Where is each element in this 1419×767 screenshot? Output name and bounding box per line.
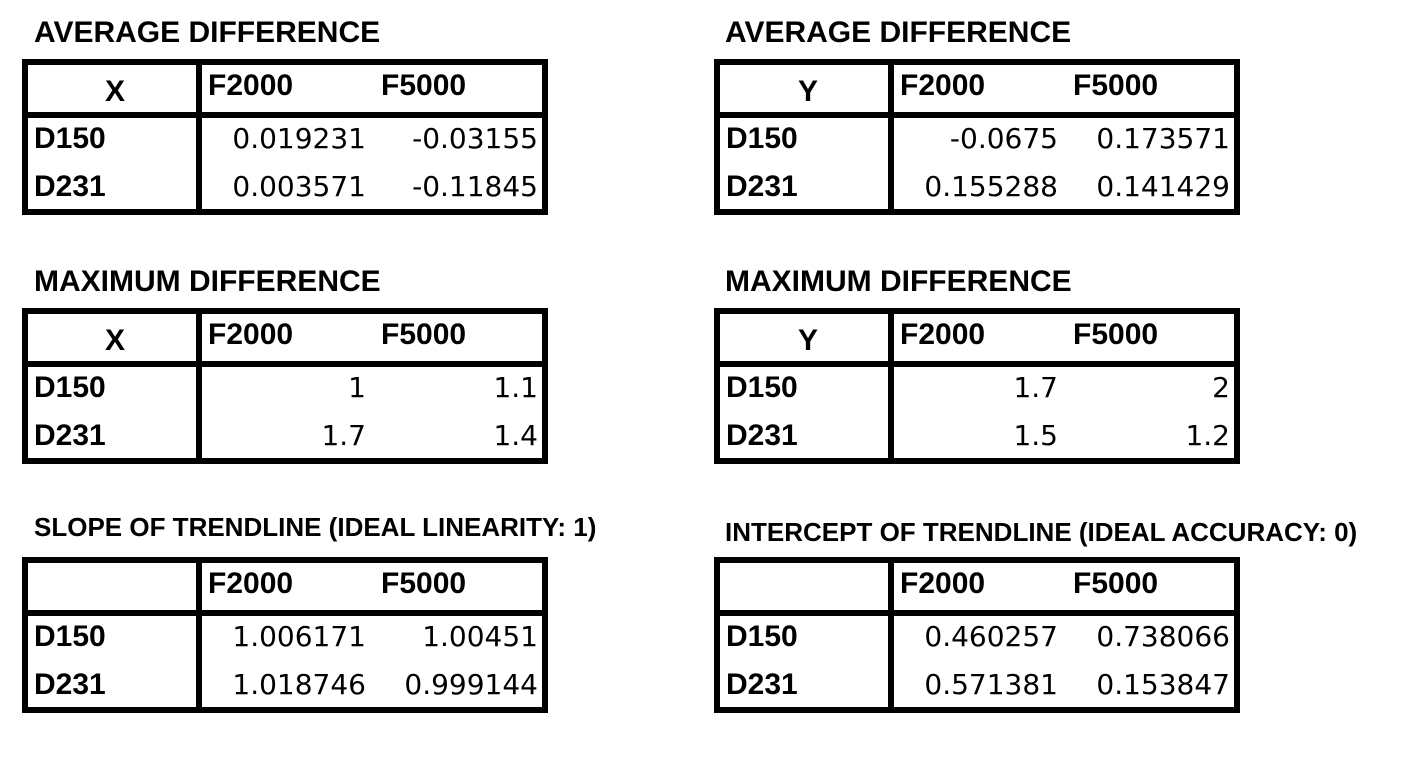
- panel-title: AVERAGE DIFFERENCE: [34, 16, 381, 49]
- table-cell: -0.03155: [412, 122, 538, 155]
- corner-label: Y: [798, 324, 819, 357]
- table-cell: -0.0675: [949, 122, 1058, 155]
- table-cell: 0.153847: [1096, 668, 1230, 701]
- data-table: F2000 F5000 D150 D231 1.006171 1.00451 1…: [22, 557, 548, 713]
- panel-title: MAXIMUM DIFFERENCE: [725, 265, 1072, 298]
- table-cell: 0.460257: [924, 620, 1058, 653]
- table-cell: 1.2: [1185, 419, 1230, 452]
- row-label-d231: D231: [726, 668, 798, 701]
- panel-title: INTERCEPT OF TRENDLINE (IDEAL ACCURACY: …: [725, 517, 1358, 547]
- row-label-d150: D150: [34, 620, 106, 653]
- column-header-f5000: F5000: [381, 69, 467, 102]
- table-cell: 0.155288: [924, 170, 1058, 203]
- table-cell: 0.738066: [1096, 620, 1230, 653]
- column-header-f5000: F5000: [1073, 318, 1159, 351]
- row-label-d231: D231: [34, 170, 106, 203]
- corner-label: X: [105, 75, 126, 108]
- panel-title: SLOPE OF TRENDLINE (IDEAL LINEARITY: 1): [34, 512, 597, 542]
- column-header-f5000: F5000: [381, 567, 467, 600]
- table-cell: 1.7: [1013, 371, 1058, 404]
- data-table: Y F2000 F5000 D150 D231 -0.0675 0.173571…: [714, 59, 1240, 215]
- table-cell: 0.999144: [404, 668, 538, 701]
- row-label-d231: D231: [34, 419, 106, 452]
- row-label-d231: D231: [726, 419, 798, 452]
- data-table: F2000 F5000 D150 D231 0.460257 0.738066 …: [714, 557, 1240, 713]
- data-table: X F2000 F5000 D150 D231 1 1.1 1.7 1.4: [22, 308, 548, 464]
- row-label-d231: D231: [34, 668, 106, 701]
- row-label-d150: D150: [34, 122, 106, 155]
- data-table: X F2000 F5000 D150 D231 0.019231 -0.0315…: [22, 59, 548, 215]
- table-cell: 0.141429: [1096, 170, 1230, 203]
- table-cell: 0.173571: [1096, 122, 1230, 155]
- table-cell: 0.003571: [232, 170, 366, 203]
- table-cell: 0.019231: [232, 122, 366, 155]
- corner-label: X: [105, 324, 126, 357]
- row-label-d150: D150: [726, 371, 798, 404]
- column-header-f5000: F5000: [1073, 567, 1159, 600]
- panel-title: MAXIMUM DIFFERENCE: [34, 265, 381, 298]
- column-header-f2000: F2000: [900, 567, 986, 600]
- table-cell: 1.5: [1013, 419, 1058, 452]
- column-header-f2000: F2000: [208, 567, 294, 600]
- row-label-d150: D150: [726, 620, 798, 653]
- table-cell: 1.00451: [422, 620, 538, 653]
- column-header-f2000: F2000: [208, 318, 294, 351]
- corner-label: Y: [798, 75, 819, 108]
- data-table: Y F2000 F5000 D150 D231 1.7 2 1.5 1.2: [714, 308, 1240, 464]
- table-cell: 1.7: [321, 419, 366, 452]
- column-header-f2000: F2000: [900, 69, 986, 102]
- row-label-d231: D231: [726, 170, 798, 203]
- column-header-f2000: F2000: [900, 318, 986, 351]
- column-header-f5000: F5000: [1073, 69, 1159, 102]
- table-cell: -0.11845: [412, 170, 538, 203]
- table-cell: 2: [1212, 371, 1230, 404]
- table-cell: 1: [348, 371, 366, 404]
- column-header-f2000: F2000: [208, 69, 294, 102]
- row-label-d150: D150: [726, 122, 798, 155]
- column-header-f5000: F5000: [381, 318, 467, 351]
- table-cell: 1.1: [493, 371, 538, 404]
- table-cell: 1.006171: [232, 620, 366, 653]
- table-cell: 1.4: [493, 419, 538, 452]
- panel-title: AVERAGE DIFFERENCE: [725, 16, 1072, 49]
- row-label-d150: D150: [34, 371, 106, 404]
- table-cell: 1.018746: [232, 668, 366, 701]
- table-cell: 0.571381: [924, 668, 1058, 701]
